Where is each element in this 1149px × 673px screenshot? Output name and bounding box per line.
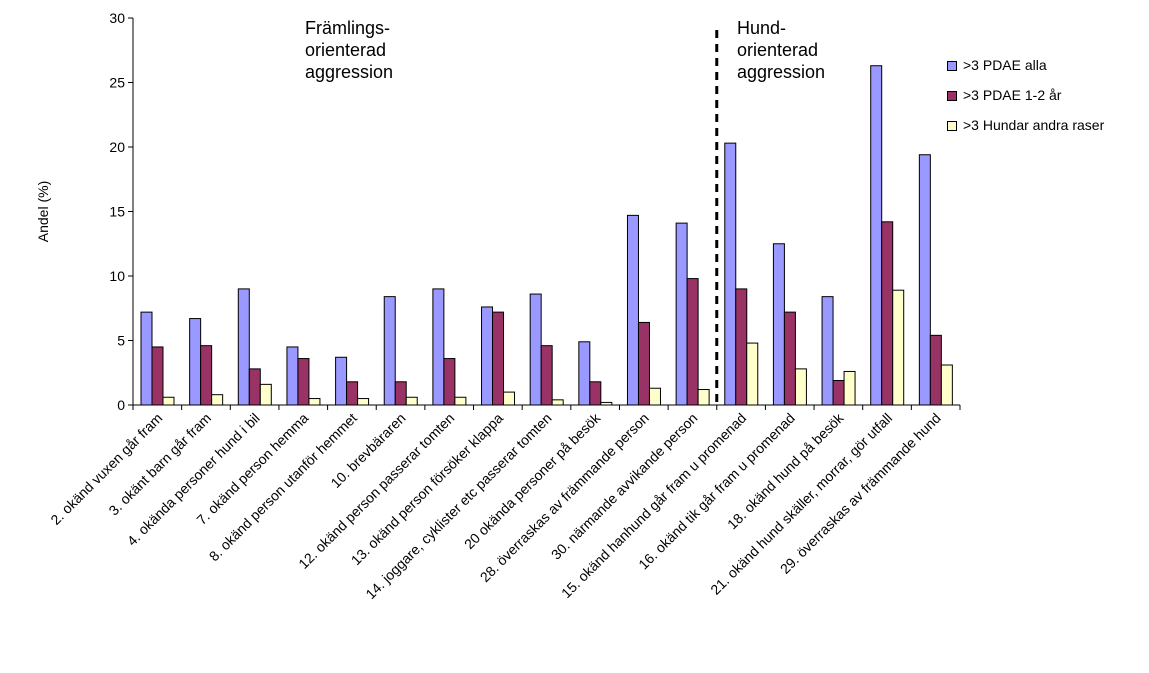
bar <box>735 288 748 406</box>
y-tick-label: 30 <box>109 10 125 26</box>
bar <box>405 396 418 406</box>
bar <box>589 381 602 406</box>
annotation-stranger-aggression: Främlings- orienterad aggression <box>305 18 394 82</box>
bar <box>918 154 931 406</box>
y-tick-label: 25 <box>109 75 125 91</box>
legend: >3 PDAE alla >3 PDAE 1-2 år >3 Hundar an… <box>947 55 1147 145</box>
bar <box>940 364 953 406</box>
bar <box>697 389 710 406</box>
bar <box>394 381 407 406</box>
bar <box>259 383 272 406</box>
bar <box>357 398 370 406</box>
legend-swatch <box>947 91 957 101</box>
y-tick-label: 15 <box>109 204 125 220</box>
bar <box>794 368 807 406</box>
bar <box>648 387 661 406</box>
bars <box>140 65 953 406</box>
bar <box>724 142 737 406</box>
y-axis: 0 5 10 15 20 25 30 <box>109 10 134 413</box>
bar <box>297 358 310 406</box>
bar <box>503 391 516 406</box>
bar <box>432 288 445 406</box>
bar <box>551 399 564 406</box>
bar <box>162 396 175 406</box>
bar <box>746 342 759 406</box>
y-tick-label: 5 <box>117 333 125 349</box>
x-tick-label: 21. okänd hund skäller, morrar, gör utfa… <box>707 410 895 598</box>
legend-item-pdae-alla: >3 PDAE alla <box>947 55 1147 85</box>
bar <box>237 288 250 406</box>
legend-swatch <box>947 61 957 71</box>
bar <box>286 346 299 406</box>
bar <box>346 381 359 406</box>
bar <box>892 289 905 406</box>
bar <box>335 356 348 406</box>
annotation-dog-aggression: Hund- orienterad aggression <box>737 18 826 82</box>
bar <box>783 311 796 406</box>
bar <box>929 334 942 406</box>
legend-item-pdae-1-2-ar: >3 PDAE 1-2 år <box>947 85 1147 115</box>
bar <box>772 243 785 406</box>
bar <box>454 396 467 406</box>
bar <box>481 306 494 406</box>
bar <box>843 370 856 406</box>
bar <box>870 65 883 406</box>
legend-label: >3 PDAE 1-2 år <box>963 87 1062 103</box>
bar <box>492 311 505 406</box>
bar <box>189 318 202 406</box>
bar <box>578 341 591 406</box>
bar <box>881 221 894 406</box>
legend-label: >3 Hundar andra raser <box>963 117 1105 133</box>
y-tick-label: 0 <box>117 397 125 413</box>
bar <box>383 296 396 406</box>
bar <box>308 398 321 406</box>
y-axis-label: Andel (%) <box>35 181 51 242</box>
bar <box>200 345 213 406</box>
bar <box>832 379 845 406</box>
bar <box>686 278 699 406</box>
bar <box>529 293 542 406</box>
bar <box>821 296 834 406</box>
bar <box>151 346 164 406</box>
bar <box>211 394 224 406</box>
bar <box>540 345 553 406</box>
y-tick-label: 10 <box>109 268 125 284</box>
bar <box>626 214 639 406</box>
bar <box>637 321 650 406</box>
bar <box>140 311 153 406</box>
legend-swatch <box>947 121 957 131</box>
legend-label: >3 PDAE alla <box>963 57 1047 73</box>
y-tick-label: 20 <box>109 139 125 155</box>
bar <box>248 368 261 406</box>
bar <box>443 358 456 406</box>
legend-item-hundar-andra-raser: >3 Hundar andra raser <box>947 115 1147 145</box>
bar <box>675 222 688 406</box>
